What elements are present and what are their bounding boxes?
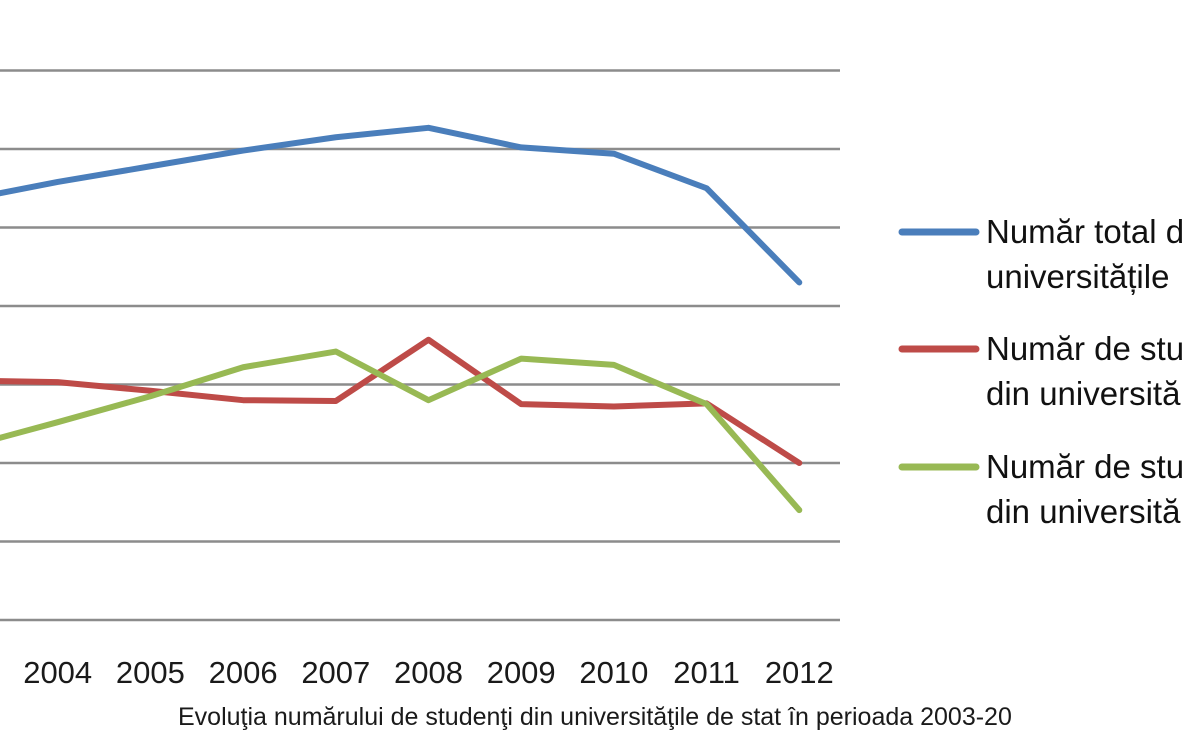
legend-label-1: Număr total d <box>986 213 1184 250</box>
x-tick-label: 2006 <box>209 655 278 690</box>
legend-label-2: Număr de stu <box>986 330 1184 367</box>
x-tick-label: 2010 <box>579 655 648 690</box>
x-axis-tick-labels: 2004 2005 2006 2007 2008 2009 2010 2011 2012 <box>23 655 834 690</box>
series-lines <box>0 124 803 514</box>
x-tick-label: 2004 <box>23 655 92 690</box>
x-tick-label: 2009 <box>487 655 556 690</box>
legend-label-3: Număr de stu <box>986 448 1184 485</box>
series-line-3 <box>0 348 803 514</box>
chart-caption: Evoluţia numărului de studenţi din unive… <box>178 703 1012 731</box>
series-line-2 <box>0 336 803 466</box>
legend-label-1: universitățile <box>986 258 1169 295</box>
legend-label-2: din universită <box>986 375 1181 412</box>
x-tick-label: 2008 <box>394 655 463 690</box>
legend: Număr total d universitățile Număr de stu d… <box>898 213 1184 530</box>
gridlines <box>0 69 840 622</box>
series-line-1 <box>0 124 803 286</box>
x-tick-label: 2012 <box>765 655 834 690</box>
x-tick-label: 2011 <box>673 655 740 690</box>
x-tick-label: 2005 <box>116 655 185 690</box>
legend-label-3: din universită <box>986 493 1181 530</box>
x-tick-label: 2007 <box>301 655 370 690</box>
